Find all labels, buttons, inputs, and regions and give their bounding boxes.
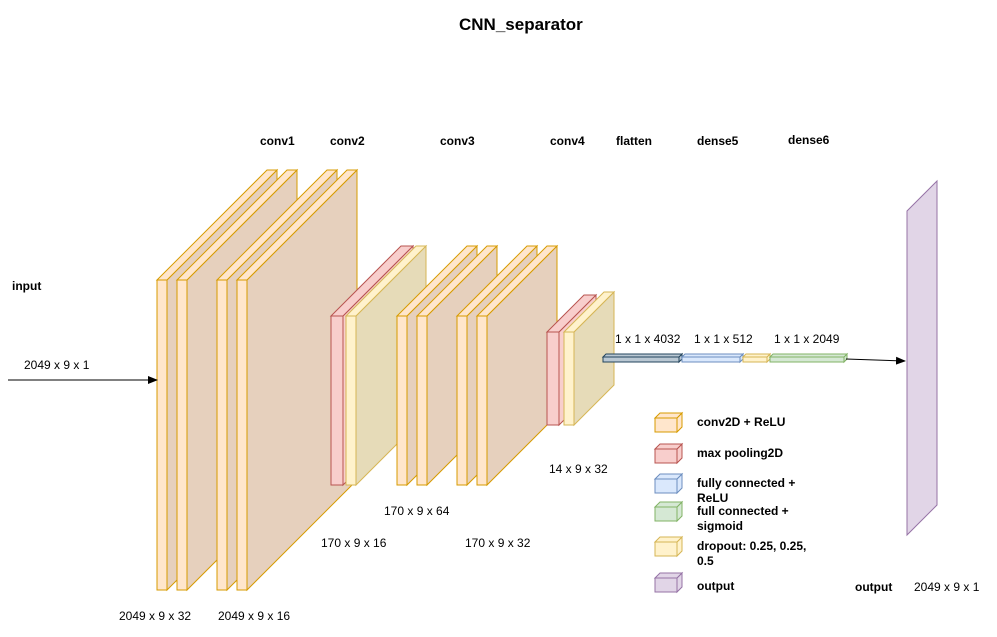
output-arrow <box>845 356 906 365</box>
legend-swatch-dropout <box>653 535 684 558</box>
page-title: CNN_separator <box>459 15 583 34</box>
legend-label-dropout: dropout: 0.25, 0.25, 0.5 <box>697 539 807 568</box>
dim-conv1b: 2049 x 9 x 16 <box>218 609 291 623</box>
legend-swatch-conv <box>653 411 684 434</box>
legend-swatch-fc <box>653 472 684 495</box>
legend-label-conv: conv2D + ReLU <box>697 415 786 429</box>
output-layer <box>906 179 938 537</box>
legend-swatches <box>653 411 684 594</box>
dense5-dropout-bar <box>741 352 772 364</box>
label-dense5: dense5 <box>697 134 739 148</box>
legend-label-fc: fully connected + ReLU <box>697 476 796 505</box>
dim-conv3a: 170 x 9 x 64 <box>384 504 450 518</box>
dim-output: 2049 x 9 x 1 <box>914 580 980 594</box>
legend-label-output: output <box>697 579 735 593</box>
conv3-layer-d <box>475 244 559 487</box>
legend-label-sigmoid: full connected + sigmoid <box>697 504 789 533</box>
dim-dense6: 1 x 1 x 2049 <box>774 332 840 346</box>
legend-swatch-sigmoid <box>653 500 684 523</box>
legend-label-pool: max pooling2D <box>697 446 784 460</box>
conv1-layer-d <box>235 168 359 592</box>
label-conv2: conv2 <box>330 134 365 148</box>
dim-dense5: 1 x 1 x 512 <box>694 332 753 346</box>
legend-swatch-pool <box>653 442 684 465</box>
label-input: input <box>12 279 42 293</box>
label-dense6: dense6 <box>788 133 830 147</box>
layer-blocks <box>155 168 938 592</box>
flatten-bar <box>601 352 684 364</box>
dim-conv2: 170 x 9 x 16 <box>321 536 387 550</box>
conv4-dropout <box>562 290 616 427</box>
dense6-bar <box>768 352 849 364</box>
label-conv3: conv3 <box>440 134 475 148</box>
dim-conv3b: 170 x 9 x 32 <box>465 536 531 550</box>
dense5-bar <box>680 352 745 364</box>
label-conv1: conv1 <box>260 134 295 148</box>
dim-conv4: 14 x 9 x 32 <box>549 462 608 476</box>
label-flatten: flatten <box>616 134 652 148</box>
legend-swatch-output <box>653 571 684 594</box>
dim-input: 2049 x 9 x 1 <box>24 358 90 372</box>
label-conv4: conv4 <box>550 134 585 148</box>
label-output: output <box>855 580 893 594</box>
dim-conv1a: 2049 x 9 x 32 <box>119 609 192 623</box>
dim-flatten: 1 x 1 x 4032 <box>615 332 681 346</box>
